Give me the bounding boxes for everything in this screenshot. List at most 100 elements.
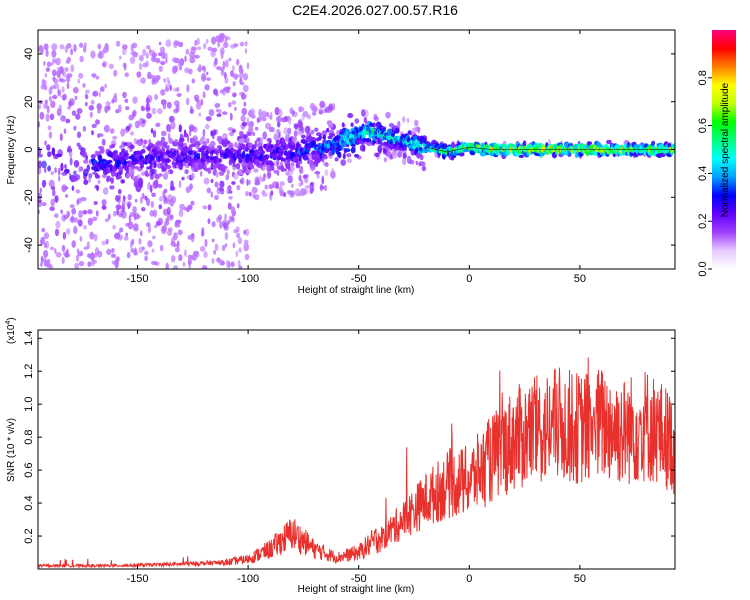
- colorbar-tick-label: 0.0: [697, 261, 709, 276]
- spectrogram-noise-blob: [115, 40, 121, 47]
- spectrogram-noise-blob: [61, 69, 65, 75]
- spectrogram-noise-blob: [56, 153, 62, 158]
- spectrogram-ridge-cell: [102, 169, 109, 175]
- spectrogram-ridge-cell: [309, 159, 314, 167]
- spectrogram-noise-blob: [235, 58, 240, 66]
- spectrogram-noise-blob: [48, 87, 53, 95]
- spectrogram-noise-blob: [122, 62, 127, 68]
- spectrogram-noise-blob: [151, 55, 157, 62]
- spectrogram-noise-blob: [194, 39, 198, 47]
- spectrogram-noise-blob: [239, 131, 244, 139]
- spectrogram-noise-blob: [331, 168, 335, 173]
- spectrogram-noise-blob: [324, 169, 329, 177]
- spectrogram-noise-blob: [73, 160, 80, 168]
- spectrogram-noise-blob: [158, 65, 163, 73]
- spectrogram-noise-blob: [265, 122, 271, 130]
- spectrogram-noise-blob: [124, 72, 129, 77]
- spectrogram-noise-blob: [51, 147, 56, 156]
- spectrogram-noise-blob: [264, 184, 268, 190]
- spectrogram-ridge-cell: [672, 149, 675, 154]
- spectrogram-ridge-cell: [164, 171, 171, 175]
- spectrogram-noise-blob: [87, 254, 93, 259]
- spectrogram-ridge-cell: [389, 143, 393, 150]
- spectrogram-noise-blob: [238, 65, 243, 74]
- spectrogram-noise-blob: [66, 73, 73, 78]
- spectrogram-ridge-cell: [275, 139, 281, 147]
- spectrogram-noise-blob: [110, 253, 117, 258]
- spectrogram-noise-blob: [136, 71, 142, 78]
- spectrogram-noise-blob: [102, 187, 109, 195]
- spectrogram-ridge-cell: [315, 132, 322, 137]
- spectrogram-ridge-cell: [117, 175, 122, 180]
- spectrogram-noise-blob: [314, 127, 319, 132]
- spectrogram-noise-blob: [144, 255, 148, 262]
- spectrogram-noise-blob: [85, 89, 90, 94]
- spectrogram-noise-blob: [48, 96, 53, 102]
- spectrogram-noise-blob: [212, 132, 215, 140]
- spectrogram-ridge-cell: [419, 154, 424, 161]
- spectrogram-noise-blob: [276, 121, 281, 128]
- spectrogram-ridge-cell: [318, 135, 322, 141]
- spectrogram-ridge-cell: [118, 166, 124, 171]
- spectrogram-noise-blob: [207, 204, 212, 211]
- spectrogram-ridge-cell: [123, 160, 127, 166]
- spectrogram-noise-blob: [93, 233, 98, 242]
- spectrogram-ridge-cell: [458, 152, 465, 157]
- spectrogram-noise-blob: [134, 247, 137, 256]
- spectrogram-noise-blob: [406, 117, 410, 124]
- spectrogram-ridge-cell: [287, 159, 291, 163]
- spectrogram-noise-blob: [287, 127, 292, 135]
- spectrogram-noise-blob: [154, 224, 158, 229]
- spectrogram-noise-blob: [265, 111, 270, 118]
- spectrogram-noise-blob: [191, 78, 195, 84]
- spectrogram-noise-blob: [336, 129, 340, 136]
- spectrogram-noise-blob: [170, 185, 176, 191]
- spectrogram-noise-blob: [214, 103, 221, 108]
- spectrogram-ridge-cell: [391, 132, 395, 137]
- spectrogram-noise-blob: [69, 172, 72, 180]
- spectrogram-noise-blob: [151, 248, 155, 253]
- spectrogram-ridge-cell: [105, 163, 111, 168]
- spectrogram-ridge-cell: [350, 143, 356, 147]
- spectrogram-noise-blob: [361, 109, 366, 117]
- spectrogram-noise-blob: [124, 126, 130, 133]
- spectrogram-noise-blob: [159, 196, 163, 202]
- spectrogram-ridge-cell: [99, 147, 105, 154]
- spectrogram-noise-blob: [177, 229, 183, 236]
- spectrogram-noise-blob: [47, 165, 51, 172]
- spectrogram-noise-blob: [69, 204, 75, 209]
- spectrogram-noise-blob: [160, 130, 167, 137]
- spectrogram-noise-blob: [327, 121, 333, 129]
- spectrogram-noise-blob: [249, 108, 256, 117]
- spectrogram-noise-blob: [216, 113, 222, 117]
- spectrogram-noise-blob: [152, 180, 159, 189]
- spectrogram-noise-blob: [147, 225, 151, 234]
- spectrogram-noise-blob: [168, 115, 175, 123]
- spectrogram-ridge-cell: [238, 138, 245, 144]
- spectrogram-ridge-cell: [270, 162, 275, 167]
- spectrogram-noise-blob: [201, 227, 205, 233]
- spectrogram-x-label: Height of straight line (km): [298, 285, 415, 296]
- spectrogram-noise-blob: [119, 55, 122, 60]
- spectrogram-noise-blob: [130, 240, 133, 249]
- spectrogram-ridge-cell: [168, 137, 173, 144]
- spectrogram-ridge-cell: [344, 148, 351, 153]
- spectrogram-noise-blob: [132, 96, 138, 104]
- spectrogram-ridge-cell: [295, 162, 300, 169]
- spectrogram-noise-blob: [76, 248, 80, 254]
- spectrogram-noise-blob: [187, 234, 192, 240]
- spectrogram-noise-blob: [184, 169, 189, 175]
- spectrogram-noise-blob: [204, 84, 210, 91]
- spectrogram-noise-blob: [38, 104, 41, 110]
- spectrogram-ridge-cell: [354, 154, 359, 158]
- spectrogram-noise-blob: [164, 52, 168, 59]
- spectrogram-ridge-cell: [175, 151, 180, 155]
- spectrogram-ridge-cell: [142, 144, 146, 149]
- spectrogram-noise-blob: [246, 178, 249, 187]
- y-tick-label: 0.2: [23, 528, 35, 543]
- spectrogram-ridge-cell: [299, 168, 304, 174]
- spectrogram-noise-blob: [196, 37, 200, 46]
- spectrogram-frame: [37, 29, 676, 270]
- spectrogram-noise-blob: [182, 261, 186, 267]
